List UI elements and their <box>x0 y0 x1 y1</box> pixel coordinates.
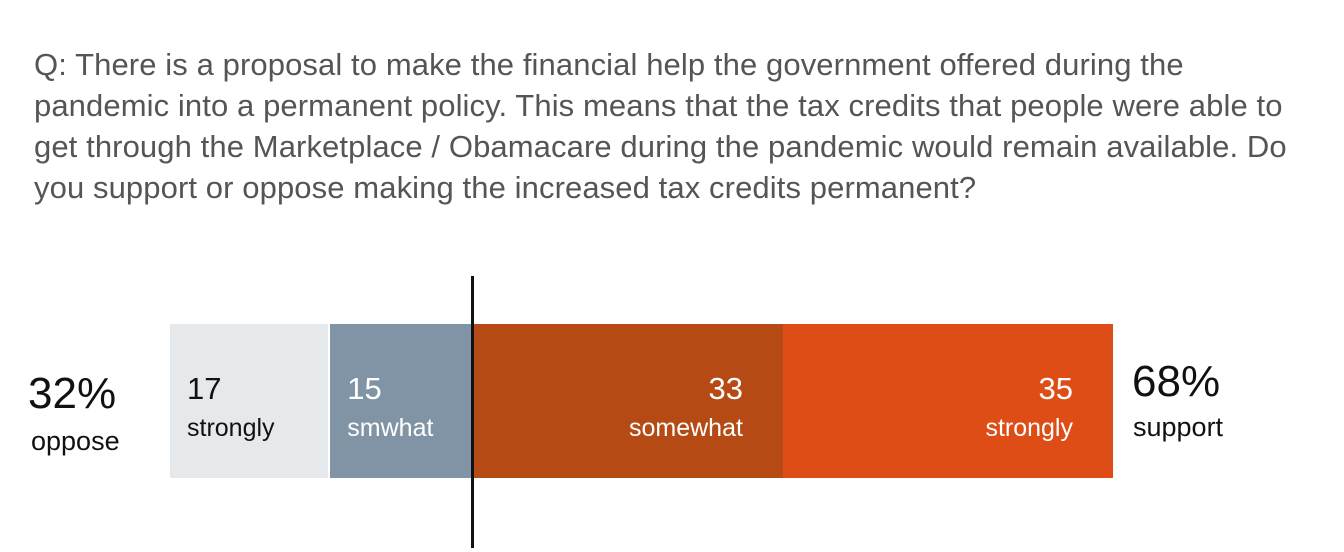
segment-value-label: 17 <box>187 371 222 406</box>
segment-category-label: smwhat <box>347 414 434 442</box>
bar-segment-support-3: 33 somewhat <box>471 324 783 478</box>
oppose-total-value: 32% <box>28 369 117 418</box>
bar-segment-oppose-2: 15 smwhat <box>330 324 472 478</box>
oppose-support-divider <box>471 276 474 548</box>
segment-category-label: strongly <box>985 414 1073 442</box>
segment-value-label: 33 <box>708 371 743 406</box>
segment-category-label: strongly <box>187 414 275 442</box>
question-text: Q: There is a proposal to make the finan… <box>34 47 1287 205</box>
segment-value-label: 15 <box>347 371 382 406</box>
bar-segment-support-4: 35 strongly <box>782 324 1113 478</box>
bar-segment-oppose-1: 17 strongly <box>170 324 329 478</box>
segment-category-label: somewhat <box>628 414 743 442</box>
segment-value-label: 35 <box>1038 371 1073 406</box>
support-total-label: support <box>1133 412 1224 442</box>
support-total-value: 68% <box>1132 357 1221 406</box>
oppose-total-label: oppose <box>31 426 120 456</box>
